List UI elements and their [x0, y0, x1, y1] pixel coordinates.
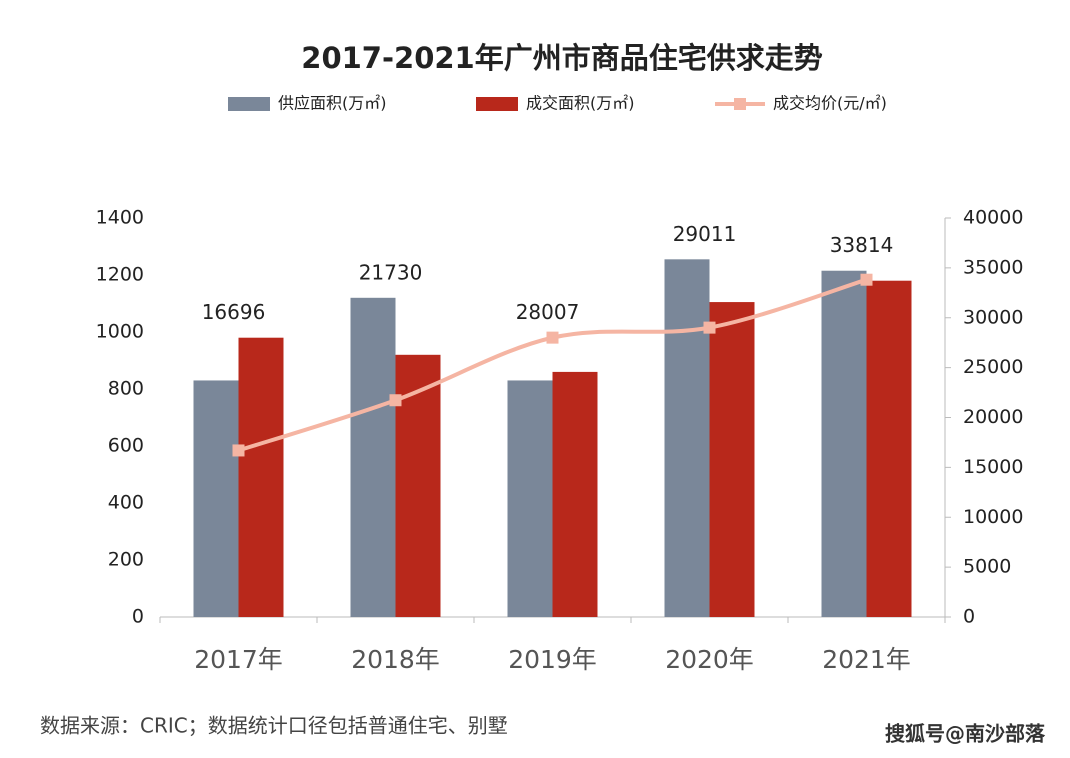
y-tick-label: 1200: [96, 264, 144, 286]
legend-label: 成交面积(万㎡): [526, 94, 635, 113]
legend-swatch: [734, 98, 746, 110]
y2-tick-label: 25000: [963, 356, 1023, 378]
y2-tick-label: 40000: [963, 207, 1023, 229]
y-tick-label: 1000: [96, 321, 144, 343]
chart-title: 2017-2021年广州市商品住宅供求走势: [301, 41, 822, 75]
bar: [193, 380, 239, 617]
data-label: 28007: [516, 300, 580, 324]
y-tick-label: 400: [108, 492, 144, 514]
y-tick-label: 1400: [96, 207, 144, 229]
y-tick-label: 0: [132, 606, 144, 628]
data-label: 21730: [359, 260, 423, 284]
line-marker: [703, 321, 716, 334]
x-tick-label: 2020年: [665, 645, 754, 674]
y2-tick-label: 35000: [963, 256, 1023, 278]
bar: [552, 371, 598, 617]
line-marker: [232, 444, 245, 457]
legend-swatch: [476, 97, 518, 111]
legend-label: 成交均价(元/㎡): [773, 94, 887, 113]
bar: [395, 354, 441, 617]
bar: [821, 270, 867, 617]
x-tick-label: 2018年: [351, 645, 440, 674]
bar: [866, 280, 912, 617]
legend-swatch: [228, 97, 270, 111]
line-marker: [389, 394, 402, 407]
source-note: 数据来源：CRIC；数据统计口径包括普通住宅、别墅: [40, 714, 508, 738]
data-label: 16696: [202, 300, 266, 324]
x-tick-label: 2017年: [194, 645, 283, 674]
y2-tick-label: 10000: [963, 506, 1023, 528]
y2-tick-label: 30000: [963, 306, 1023, 328]
data-label: 33814: [830, 233, 894, 257]
y2-tick-label: 5000: [963, 556, 1011, 578]
bar: [709, 302, 755, 617]
line-marker: [860, 273, 873, 286]
line-marker: [546, 331, 559, 344]
bar: [507, 380, 553, 617]
x-tick-label: 2021年: [822, 645, 911, 674]
bar: [238, 337, 284, 617]
y2-tick-label: 15000: [963, 456, 1023, 478]
bar: [350, 297, 396, 617]
y-tick-label: 800: [108, 378, 144, 400]
legend-label: 供应面积(万㎡): [278, 94, 387, 113]
bar: [664, 259, 710, 617]
x-tick-label: 2019年: [508, 645, 597, 674]
data-label: 29011: [673, 222, 737, 246]
y2-tick-label: 0: [963, 606, 975, 628]
watermark: 搜狐号@南沙部落: [885, 722, 1046, 746]
y2-tick-label: 20000: [963, 406, 1023, 428]
y-tick-label: 600: [108, 435, 144, 457]
y-tick-label: 200: [108, 549, 144, 571]
